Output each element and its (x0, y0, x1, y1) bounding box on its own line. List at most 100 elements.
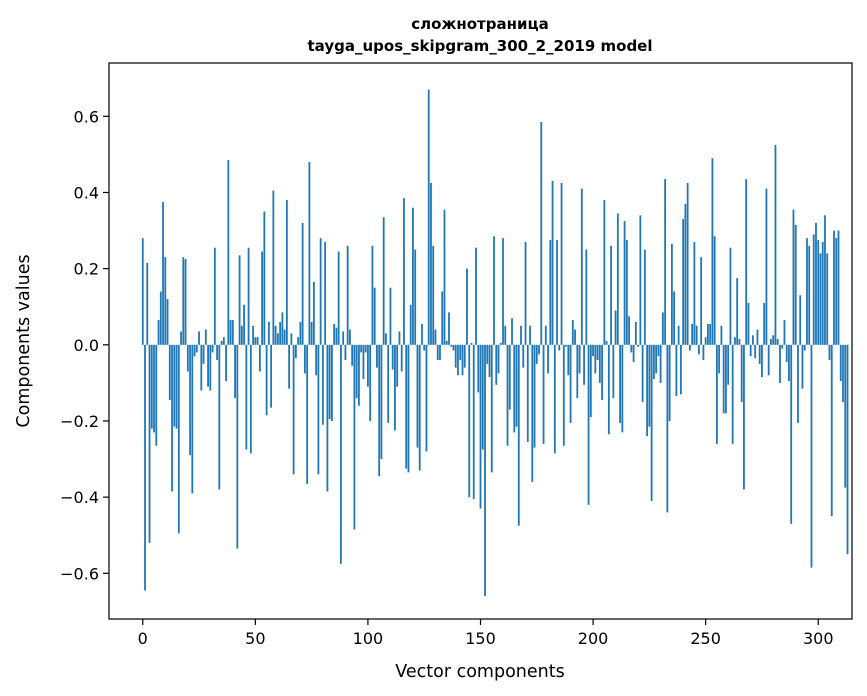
bar (702, 344, 705, 361)
bar (400, 344, 403, 372)
bar (193, 344, 196, 357)
bar (211, 344, 214, 353)
bar (412, 207, 414, 345)
bar (846, 344, 849, 555)
bar (819, 253, 822, 345)
bar (177, 344, 180, 534)
bar (639, 215, 642, 345)
bar (774, 144, 777, 345)
bar (486, 344, 489, 364)
bar (182, 257, 185, 345)
bar (801, 344, 804, 389)
bar (531, 344, 534, 482)
bar (612, 344, 615, 399)
bar (150, 344, 153, 429)
bar (396, 344, 399, 387)
bar (351, 344, 354, 366)
bar (821, 241, 824, 345)
bar (180, 331, 182, 345)
bar (389, 287, 392, 345)
bar (459, 344, 462, 361)
bar (153, 344, 155, 433)
bar (758, 344, 761, 364)
bar (288, 344, 291, 389)
bar (409, 304, 412, 345)
bar (571, 320, 574, 345)
bar (729, 247, 732, 345)
bar (808, 245, 811, 345)
bar (515, 344, 518, 427)
bar (434, 329, 437, 345)
bar (157, 320, 160, 345)
bar (281, 312, 284, 345)
bar-series (141, 89, 849, 597)
bar (436, 344, 439, 361)
bar (231, 320, 234, 345)
bar (245, 344, 248, 450)
bar (565, 344, 567, 347)
bar (562, 344, 565, 446)
bar (646, 344, 649, 437)
bar (364, 344, 367, 353)
bar (513, 344, 516, 433)
bar (682, 219, 685, 345)
bar (306, 344, 309, 484)
bar (328, 344, 331, 420)
bar (668, 344, 671, 421)
bar (603, 200, 606, 345)
bar (727, 344, 730, 385)
bar (387, 344, 390, 423)
bar (378, 344, 381, 477)
bar (661, 312, 664, 345)
bar (155, 344, 158, 446)
bar (418, 344, 421, 471)
bar (716, 344, 718, 444)
bar (283, 329, 286, 345)
y-tick-label: −0.2 (60, 412, 99, 431)
bar (648, 344, 651, 427)
y-tick-label: 0.6 (74, 107, 99, 126)
bar (398, 331, 401, 345)
bar (238, 255, 241, 345)
bar (274, 325, 277, 345)
bar (333, 323, 336, 345)
bar (666, 344, 669, 513)
bar (691, 323, 694, 345)
bar (403, 198, 405, 345)
bar (380, 344, 383, 460)
bar (655, 344, 658, 374)
y-tick-label: 0.0 (74, 336, 99, 355)
bar (481, 344, 484, 450)
bar (837, 230, 840, 345)
bar (477, 344, 480, 393)
bar (225, 344, 227, 381)
bar (358, 344, 360, 406)
bar (218, 344, 221, 490)
bar (596, 344, 599, 361)
bar (538, 344, 540, 355)
bar (461, 344, 464, 376)
y-tick-label: 0.2 (74, 260, 99, 279)
bar (168, 344, 171, 401)
bar (553, 344, 556, 454)
bar (382, 217, 385, 345)
bar (315, 344, 318, 376)
bar (634, 321, 637, 345)
bar (520, 325, 522, 345)
bar (198, 331, 200, 345)
bar (731, 344, 734, 444)
bar (794, 224, 797, 345)
bar (610, 245, 612, 345)
bar (439, 344, 441, 361)
bar (247, 247, 250, 345)
bar (833, 230, 835, 345)
bar (191, 344, 194, 494)
bar (585, 249, 588, 345)
bar (367, 344, 369, 387)
bar (835, 238, 838, 345)
bar (470, 342, 473, 345)
bar (506, 344, 509, 446)
bar (684, 203, 687, 345)
bar (826, 253, 829, 345)
bar (533, 344, 536, 448)
